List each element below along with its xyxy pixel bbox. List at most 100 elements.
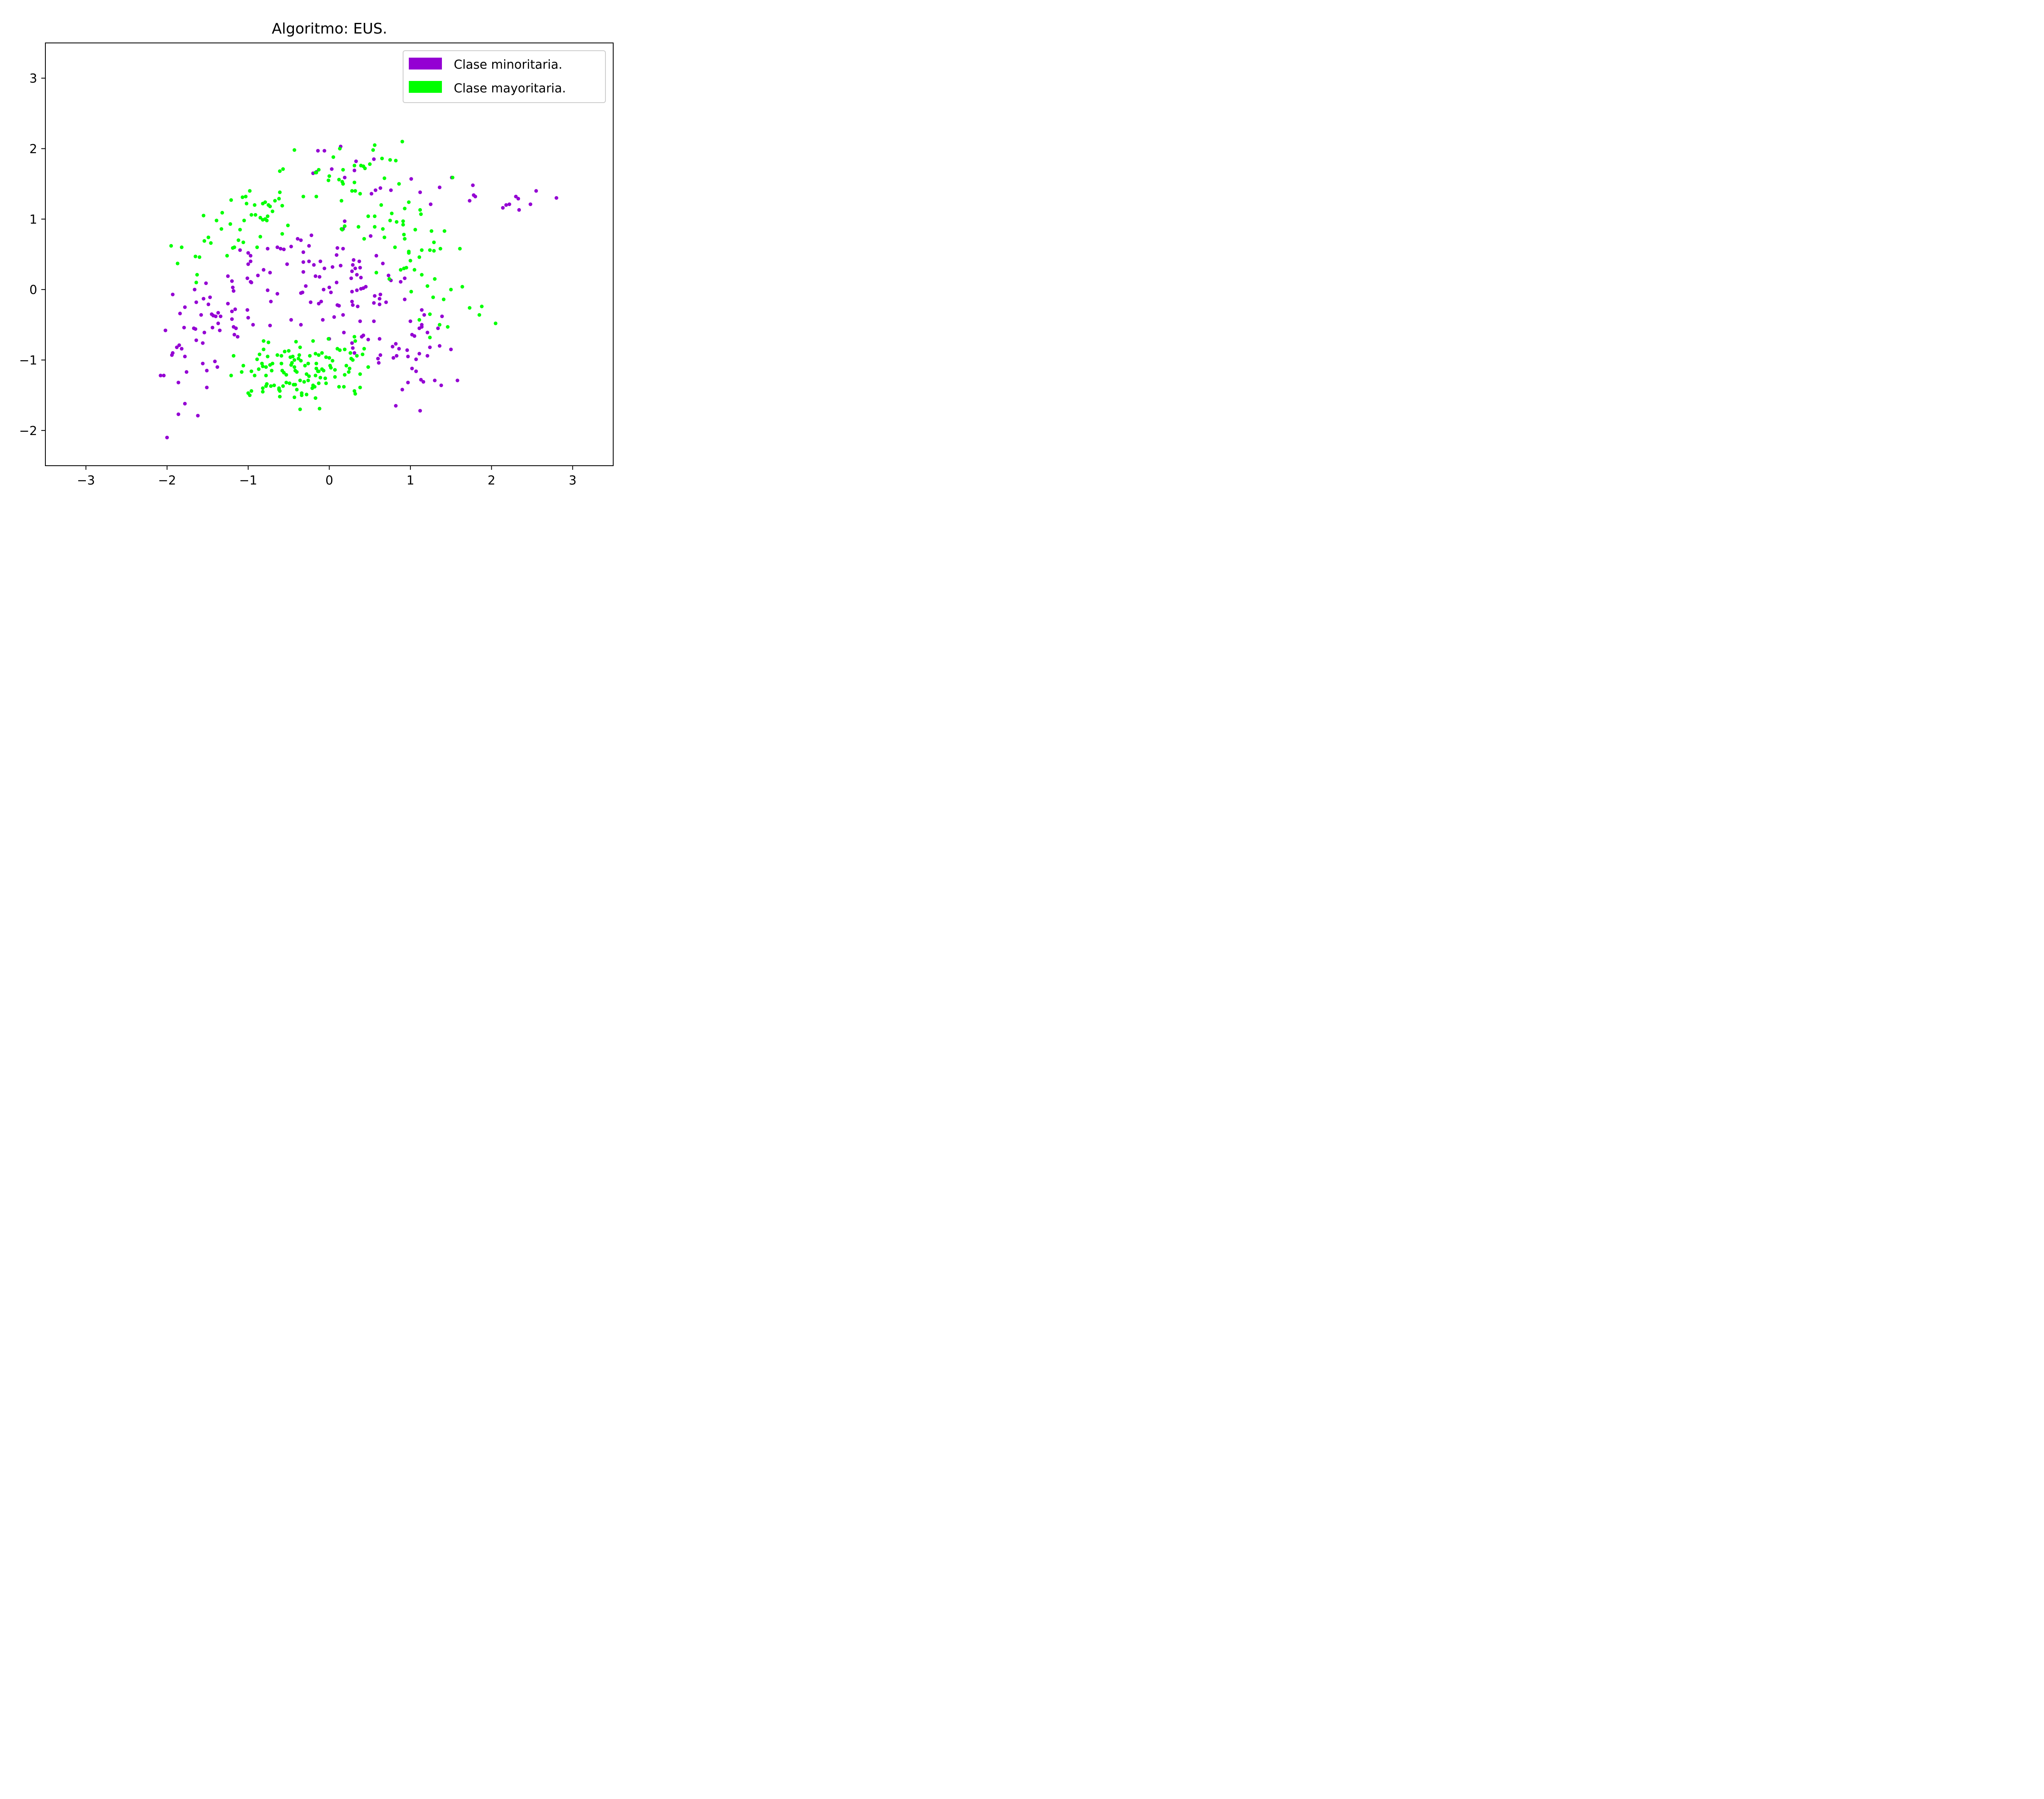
point-minority-123 [269, 300, 273, 303]
point-majority-143 [353, 339, 357, 343]
point-majority-66 [228, 222, 232, 226]
point-minority-92 [231, 289, 235, 293]
point-majority-21 [341, 182, 345, 186]
point-minority-136 [199, 313, 203, 317]
point-minority-83 [399, 280, 403, 284]
point-majority-245 [306, 379, 310, 382]
point-minority-195 [394, 342, 398, 346]
point-majority-243 [298, 379, 302, 382]
point-minority-217 [426, 354, 430, 358]
point-majority-69 [249, 213, 253, 217]
point-minority-122 [246, 316, 250, 320]
point-majority-199 [333, 368, 337, 372]
legend: Clase minoritaria. Clase mayoritaria. [403, 50, 606, 103]
point-minority-140 [211, 325, 215, 330]
point-majority-131 [195, 273, 199, 277]
point-majority-211 [270, 368, 274, 372]
point-majority-49 [266, 214, 270, 218]
point-majority-127 [179, 245, 184, 249]
point-minority-44 [266, 247, 270, 251]
point-majority-14 [281, 167, 285, 171]
point-minority-107 [378, 297, 381, 301]
point-majority-237 [281, 384, 285, 388]
point-majority-104 [438, 247, 442, 251]
point-minority-117 [230, 310, 234, 314]
point-minority-89 [193, 287, 197, 292]
point-minority-49 [246, 262, 250, 266]
point-minority-150 [268, 323, 272, 327]
point-minority-62 [323, 267, 327, 270]
point-majority-9 [368, 162, 372, 166]
point-minority-29 [529, 202, 533, 206]
point-minority-31 [429, 202, 433, 206]
point-majority-218 [307, 374, 311, 378]
point-majority-166 [320, 351, 324, 355]
point-minority-13 [389, 188, 393, 192]
point-minority-5 [330, 167, 334, 171]
point-minority-42 [282, 247, 286, 251]
point-majority-22 [327, 174, 331, 178]
point-minority-99 [329, 290, 333, 294]
point-minority-112 [208, 295, 212, 299]
point-majority-71 [206, 236, 211, 240]
point-majority-209 [253, 373, 257, 377]
point-minority-88 [249, 280, 253, 285]
point-majority-128 [193, 254, 197, 258]
point-minority-80 [386, 274, 390, 278]
point-minority-176 [176, 381, 180, 385]
point-minority-158 [384, 300, 388, 304]
point-majority-13 [352, 164, 356, 168]
point-minority-201 [412, 334, 417, 338]
point-majority-253 [352, 389, 356, 393]
point-minority-224 [455, 379, 459, 382]
point-majority-249 [317, 381, 321, 385]
point-majority-97 [403, 237, 407, 241]
point-minority-130 [356, 305, 360, 308]
point-majority-228 [248, 393, 252, 397]
point-majority-135 [477, 313, 482, 317]
point-majority-90 [362, 237, 366, 241]
point-minority-36 [299, 238, 303, 242]
legend-swatch-minority [409, 58, 442, 70]
point-majority-241 [293, 383, 297, 387]
point-minority-53 [334, 253, 338, 257]
point-majority-125 [442, 297, 446, 301]
point-majority-173 [348, 351, 352, 355]
point-majority-79 [255, 245, 259, 249]
point-minority-194 [390, 345, 394, 349]
point-majority-182 [261, 364, 265, 368]
point-majority-168 [327, 356, 331, 360]
point-minority-14 [370, 192, 374, 196]
point-minority-86 [245, 276, 249, 280]
y-tick-label: 0 [29, 283, 37, 297]
point-majority-204 [366, 365, 370, 369]
point-majority-115 [412, 268, 417, 272]
point-majority-261 [314, 396, 318, 400]
point-majority-139 [437, 323, 442, 327]
point-minority-66 [353, 267, 357, 270]
point-minority-70 [262, 268, 266, 272]
point-minority-47 [249, 253, 253, 258]
point-minority-216 [414, 357, 418, 361]
point-minority-144 [193, 327, 197, 331]
point-majority-16 [317, 168, 321, 172]
point-minority-199 [406, 354, 410, 359]
point-majority-220 [316, 369, 320, 373]
point-minority-11 [374, 188, 378, 192]
point-majority-191 [306, 361, 310, 366]
point-majority-160 [297, 353, 301, 357]
point-minority-209 [426, 330, 430, 334]
point-minority-77 [359, 276, 363, 280]
point-minority-142 [182, 325, 186, 330]
point-majority-223 [333, 375, 337, 379]
point-minority-133 [378, 302, 381, 306]
point-minority-157 [372, 319, 376, 323]
point-majority-98 [413, 228, 417, 232]
point-minority-206 [420, 325, 424, 329]
point-majority-229 [261, 386, 265, 390]
point-majority-171 [338, 348, 342, 352]
point-minority-190 [352, 351, 356, 355]
point-majority-78 [258, 235, 262, 239]
point-minority-2 [323, 149, 327, 153]
point-majority-236 [278, 389, 282, 393]
